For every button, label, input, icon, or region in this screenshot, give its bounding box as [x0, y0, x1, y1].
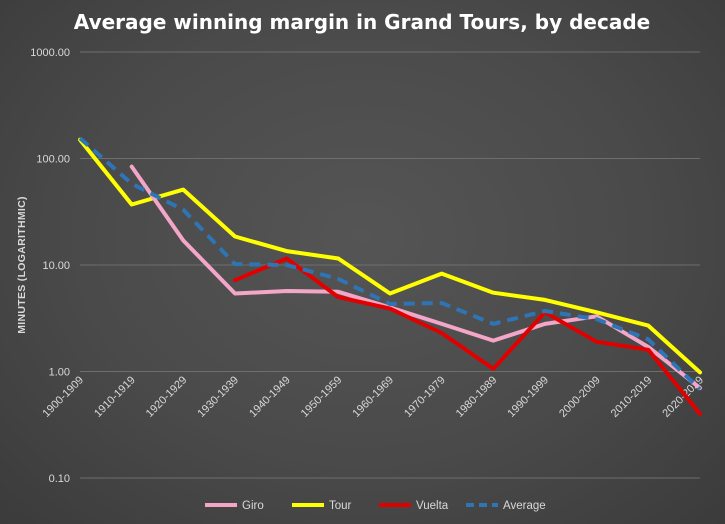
- x-tick-label: 1980-1989: [454, 374, 500, 420]
- legend-label-giro: Giro: [242, 500, 264, 512]
- legend: Giro Tour Vuelta Average: [205, 500, 546, 512]
- y-tick-label: 0.10: [49, 473, 70, 485]
- x-axis-ticks: 1900-1909 1910-1919 1920-1929 1930-1939 1940…: [40, 374, 706, 420]
- series-line-average: [78, 136, 702, 391]
- gridlines: [80, 51, 700, 479]
- y-tick-label: 10.00: [42, 260, 70, 272]
- legend-label-average: Average: [503, 500, 546, 512]
- y-tick-label: 1000.00: [30, 47, 70, 59]
- series-line-vuelta: [233, 256, 702, 416]
- x-tick-label: 1950-1959: [299, 374, 345, 420]
- x-tick-label: 2000-2009: [557, 374, 603, 420]
- x-tick-label: 1940-1949: [247, 374, 293, 420]
- series-line-giro: [129, 164, 702, 390]
- x-tick-label: 2010-2019: [609, 374, 655, 420]
- x-tick-label: 1930-1939: [195, 374, 241, 420]
- legend-label-tour: Tour: [329, 500, 352, 512]
- y-tick-label: 100.00: [36, 154, 70, 166]
- legend-label-vuelta: Vuelta: [416, 500, 449, 512]
- y-tick-label: 1.00: [49, 367, 70, 379]
- x-tick-label: 1960-1969: [350, 374, 396, 420]
- y-axis-label: MINUTES (LOGARITHMIC): [16, 196, 28, 334]
- series-line-tour: [78, 137, 702, 375]
- x-tick-label: 1990-1999: [505, 374, 551, 420]
- x-tick-label: 1920-1929: [144, 374, 190, 420]
- x-tick-label: 1910-1919: [92, 374, 138, 420]
- series-lines: [78, 136, 702, 416]
- x-tick-label: 1900-1909: [40, 374, 86, 420]
- x-tick-label: 1970-1979: [402, 374, 448, 420]
- y-axis-ticks: 0.10 1.00 10.00 100.00 1000.00: [30, 47, 70, 485]
- chart-title: Average winning margin in Grand Tours, b…: [74, 10, 650, 34]
